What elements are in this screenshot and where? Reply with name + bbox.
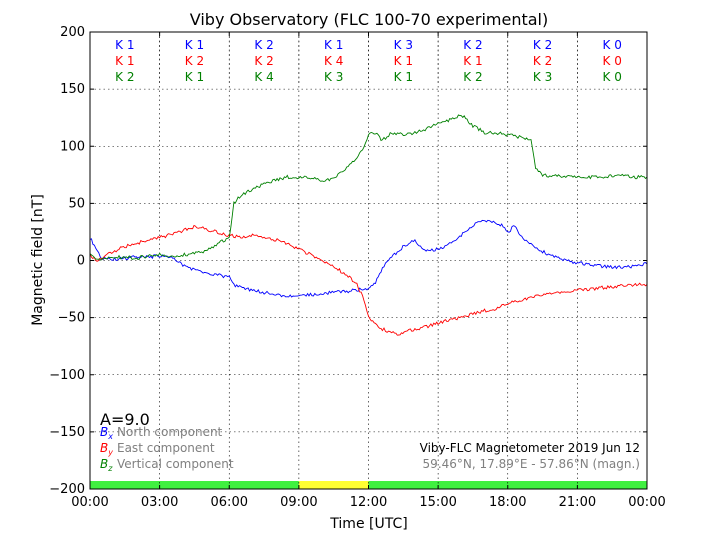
legend-symbol: Bz <box>100 457 113 473</box>
k-index-value: K 2 <box>115 70 134 84</box>
x-tick-label: 15:00 <box>419 495 456 510</box>
legend-entry-y: By East component <box>100 441 215 457</box>
footer-coordinates: 59.46°N, 17.89°E - 57.86°N (magn.) <box>423 457 640 471</box>
k-index-value: K 1 <box>185 38 204 52</box>
x-tick-label: 03:00 <box>141 495 178 510</box>
legend-label: Vertical component <box>117 457 234 471</box>
y-tick-label: 200 <box>60 25 85 40</box>
k-index-value: K 1 <box>185 70 204 84</box>
series-lines <box>89 114 648 336</box>
footer-title: Viby-FLC Magnetometer 2019 Jun 12 <box>420 441 640 455</box>
series-line-y <box>89 224 648 336</box>
k-index-value: K 1 <box>115 54 134 68</box>
legend-symbol: Bx <box>100 425 113 441</box>
series-line-z <box>89 114 648 261</box>
x-axis-label: Time [UTC] <box>329 516 407 532</box>
k-index-value: K 2 <box>185 54 204 68</box>
y-tick-label: −50 <box>58 311 85 326</box>
y-tick-label: −150 <box>49 425 85 440</box>
x-tick-label: 06:00 <box>211 495 248 510</box>
k-index-value: K 0 <box>603 70 622 84</box>
x-tick-label: 00:00 <box>628 495 665 510</box>
k-index-value: K 1 <box>394 70 413 84</box>
y-axis-label: Magnetic field [nT] <box>30 194 46 326</box>
plot-frame <box>89 31 648 490</box>
y-tick-label: 150 <box>60 82 85 97</box>
x-tick-label: 21:00 <box>559 495 596 510</box>
x-tick-label: 18:00 <box>489 495 526 510</box>
k-index-value: K 2 <box>463 70 482 84</box>
legend-entry-x: Bx North component <box>100 425 223 441</box>
activity-segment-0 <box>90 481 299 489</box>
k-index-value: K 4 <box>254 70 273 84</box>
chart-title: Viby Observatory (FLC 100-70 experimenta… <box>190 10 549 29</box>
y-tick-label: 100 <box>60 139 85 154</box>
y-tick-label: 0 <box>77 254 85 269</box>
y-tick-label: −200 <box>49 482 85 497</box>
activity-segment-1 <box>298 481 369 489</box>
a-index-label: A=9.0 <box>100 410 150 429</box>
k-index-value: K 3 <box>394 38 413 52</box>
legend-symbol: By <box>100 441 113 457</box>
k-index-value: K 1 <box>115 38 134 52</box>
legend-entry-z: Bz Vertical component <box>100 457 234 473</box>
k-index-value: K 3 <box>533 70 552 84</box>
k-index-value: K 2 <box>254 54 273 68</box>
axis-ticks: 00:00 03:00 06:00 09:00 12:00 15:00 18:00 21:00… <box>49 25 665 510</box>
k-index-value: K 2 <box>533 54 552 68</box>
k-index-table: K 1 K 1 K 2 K 1 K 3 K 2 K 2 K 0 K 1 K 2 K 2 K 4 K 1 K… <box>115 36 622 84</box>
k-index-value: K 1 <box>324 38 343 52</box>
x-tick-label: 00:00 <box>71 495 108 510</box>
legend-label: East component <box>117 441 215 455</box>
legend-label: North component <box>117 425 223 439</box>
y-tick-label: −100 <box>49 368 85 383</box>
k-index-value: K 2 <box>463 38 482 52</box>
k-index-value: K 1 <box>463 54 482 68</box>
x-tick-label: 12:00 <box>350 495 387 510</box>
k-index-value: K 4 <box>324 54 343 68</box>
y-tick-label: 50 <box>68 196 85 211</box>
legend: Bx North component By East component Bz Verti… <box>100 425 234 473</box>
k-index-value: K 2 <box>533 38 552 52</box>
grid <box>90 32 647 489</box>
k-index-value: K 3 <box>324 70 343 84</box>
k-index-value: K 0 <box>603 54 622 68</box>
k-index-value: K 0 <box>603 38 622 52</box>
k-index-value: K 1 <box>394 54 413 68</box>
x-tick-label: 09:00 <box>280 495 317 510</box>
series-line-x <box>89 219 648 298</box>
k-index-value: K 2 <box>254 38 273 52</box>
